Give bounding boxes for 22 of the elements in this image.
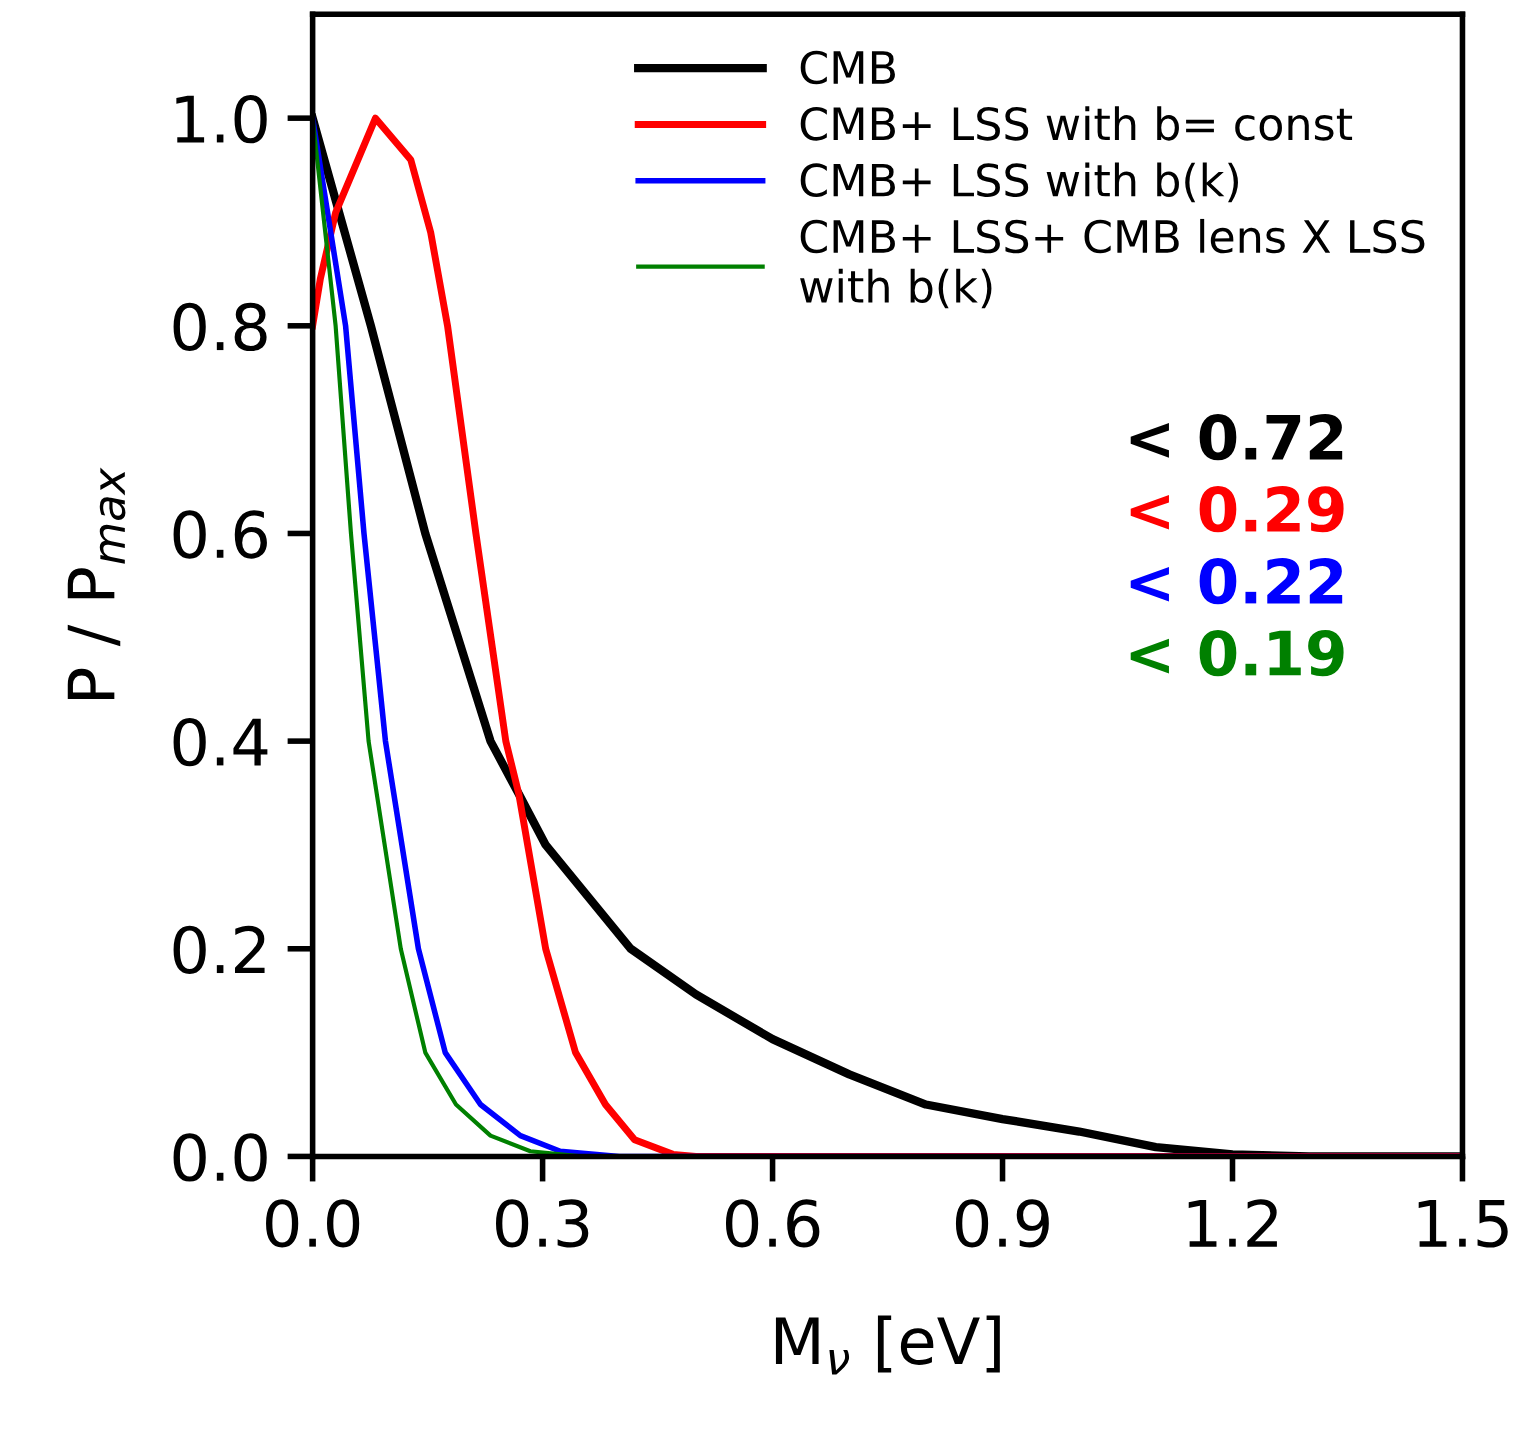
y-tick-label: 0.0 [173, 1133, 267, 1182]
annotation: < 0.19 [1130, 629, 1344, 677]
y-tick-label: 0.6 [173, 510, 267, 559]
x-tick-label: 1.2 [1188, 1199, 1277, 1247]
x-axis-title: M$_{ν}$ [eV] [775, 1315, 1000, 1375]
x-tick-label: 0.0 [266, 1199, 360, 1248]
annotation: < 0.29 [1130, 486, 1344, 533]
x-tick-label: 0.6 [725, 1199, 820, 1248]
legend-label: CMB+ LSS with b(k) [800, 162, 1238, 203]
y-tick-label: 0.4 [173, 717, 268, 767]
x-tick-label: 0.3 [496, 1199, 589, 1248]
legend-label: CMB+ LSS+ CMB lens X LSS with b(k) [800, 218, 1425, 309]
legend-label: CMB+ LSS with b= const [800, 106, 1353, 141]
y-axis-title: P / P$_{max}$ [67, 467, 126, 699]
x-tick-label: 1.5 [1418, 1200, 1508, 1248]
y-tick-label: 1.0 [176, 95, 267, 144]
x-tick-label: 0.9 [955, 1199, 1049, 1248]
annotation: < 0.72 [1130, 414, 1343, 461]
y-tick-label: 0.8 [173, 302, 267, 351]
y-tick-label: 0.2 [173, 925, 265, 974]
legend-label: CMB [800, 50, 895, 85]
annotation: < 0.22 [1130, 558, 1343, 605]
